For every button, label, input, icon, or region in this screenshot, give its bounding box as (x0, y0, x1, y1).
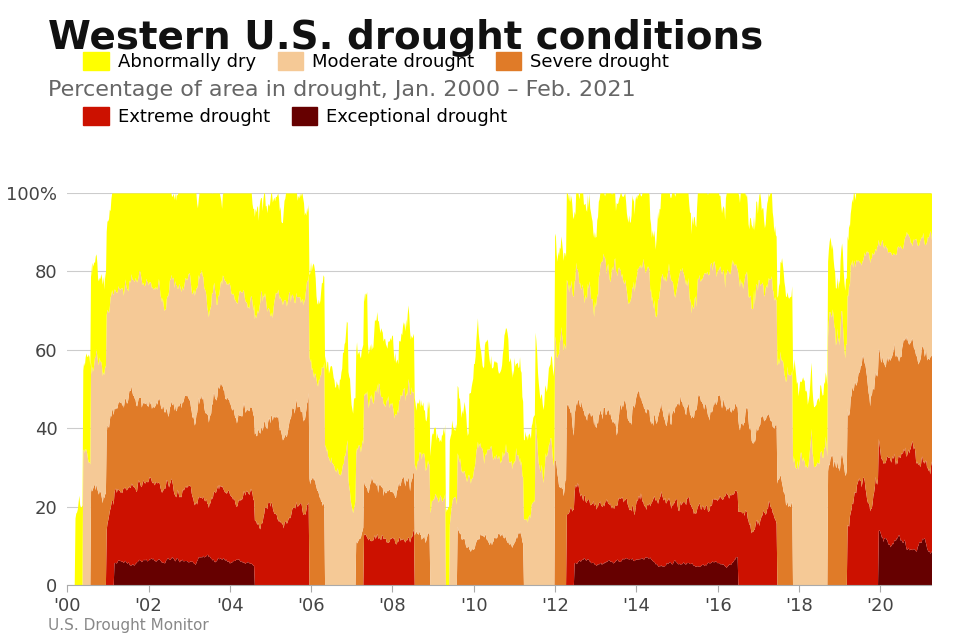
Text: Western U.S. drought conditions: Western U.S. drought conditions (48, 19, 763, 57)
Legend: Extreme drought, Exceptional drought: Extreme drought, Exceptional drought (76, 100, 515, 133)
Text: U.S. Drought Monitor: U.S. Drought Monitor (48, 619, 208, 633)
Text: Percentage of area in drought, Jan. 2000 – Feb. 2021: Percentage of area in drought, Jan. 2000… (48, 80, 636, 100)
